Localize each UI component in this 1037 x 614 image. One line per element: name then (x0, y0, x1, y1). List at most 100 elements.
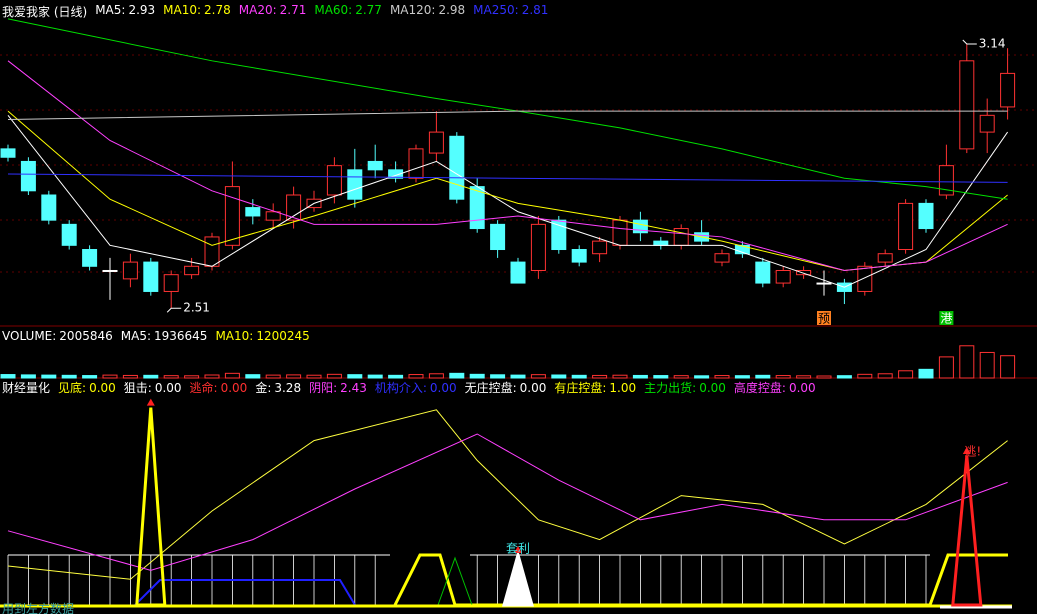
legend-value: 2.78 (204, 3, 231, 17)
signal-spike (135, 407, 167, 607)
legend-name: MA20: (238, 3, 277, 17)
volume-bar (41, 374, 57, 379)
tag-label: 港 (940, 312, 952, 326)
header-value: 0.00 (699, 381, 726, 395)
candle-body (796, 269, 812, 276)
volume-bar (61, 374, 77, 379)
candle-body (673, 228, 689, 246)
header-item: MA5: 1936645 (121, 329, 208, 343)
candle-body (755, 261, 771, 284)
volume-bar (653, 375, 669, 379)
candle-body (102, 269, 118, 272)
header-item: 逃命: 0.00 (190, 379, 248, 396)
signal-spike (951, 455, 983, 607)
candle-body (959, 60, 975, 150)
legend-value: 2.77 (355, 3, 382, 17)
header-name: 金: (255, 381, 272, 395)
chart-title: 我爱我家 (日线) (2, 5, 88, 19)
header-name: 有庄控盘: (554, 381, 607, 395)
volume-bar (1000, 355, 1016, 379)
header-value: 0.00 (89, 381, 116, 395)
candle-body (653, 240, 669, 246)
tag-box (817, 311, 831, 325)
annotation-label: 2.51 (183, 301, 210, 315)
candle-body (979, 114, 995, 133)
volume-bar (428, 373, 444, 379)
annotation-label: 3.14 (979, 37, 1006, 51)
volume-bar (347, 374, 363, 379)
indicator-line (7, 433, 1008, 571)
signal-arrow (962, 447, 971, 454)
volume-bar (408, 374, 424, 379)
volume-bar (510, 374, 526, 379)
candle-body (122, 261, 138, 280)
header-item: MA10: 1200245 (215, 329, 309, 343)
legend-name: MA120: (389, 3, 436, 17)
header-value: 2.43 (340, 381, 367, 395)
candle-body (571, 249, 587, 263)
volume-bar (592, 374, 608, 379)
header-value: 1200245 (256, 329, 310, 343)
header-name: VOLUME: (2, 329, 57, 343)
candle-body (938, 165, 954, 196)
header-value: 2005846 (59, 329, 113, 343)
volume-bar (184, 375, 200, 379)
volume-bar (796, 375, 812, 379)
header-name: MA5: (120, 329, 151, 343)
header-item: 金: 3.28 (255, 379, 301, 396)
legend-value: 2.81 (521, 3, 549, 17)
volume-bar (530, 374, 546, 379)
candle-body (82, 249, 98, 267)
volume-bar (0, 374, 16, 379)
volume-bar (388, 374, 404, 379)
volume-bar (694, 375, 710, 379)
candle-body (592, 240, 608, 255)
candle-body (490, 223, 506, 251)
header-name: 机构介入: (374, 381, 427, 395)
legend-item: MA60: 2.77 (314, 3, 382, 20)
volume-bar (571, 374, 587, 379)
volume-bar (714, 375, 730, 379)
candle-body (857, 265, 873, 292)
annotation-pointer (962, 39, 977, 45)
candle-body (1000, 72, 1016, 108)
header-value: 0.00 (220, 381, 248, 395)
tag-box (939, 311, 954, 325)
legend-name: MA10: (163, 3, 202, 17)
volume-bar (102, 374, 118, 379)
volume-bar (306, 374, 322, 379)
candle-body (326, 165, 342, 196)
header-name: 逃命: (189, 381, 218, 395)
volume-bar (673, 375, 689, 379)
legend-name: MA250: (473, 3, 519, 17)
volume-bar (918, 368, 934, 379)
volume-bar (286, 374, 302, 379)
candle-body (41, 194, 57, 221)
header-item: 见底: 0.00 (58, 379, 116, 396)
header-item: 有庄控盘: 1.00 (554, 379, 636, 396)
candle-body (61, 223, 77, 246)
header-name: 无庄控盘: (464, 381, 517, 395)
candle-body (877, 253, 893, 263)
volume-bar (122, 374, 138, 379)
candle-body (898, 202, 914, 251)
header-item: 机构介入: 0.00 (375, 379, 457, 396)
candle-body (408, 148, 424, 179)
legend-value: 2.71 (279, 3, 307, 17)
ma-line (7, 60, 1008, 271)
candle-body (0, 148, 16, 158)
ma-line (7, 18, 1008, 200)
candle-body (245, 207, 261, 217)
volume-bar (82, 375, 98, 379)
annotation-pointer (166, 307, 182, 313)
volume-bar (551, 374, 567, 379)
volume-bar (224, 372, 240, 379)
header-value: 1936645 (154, 329, 208, 343)
header-name: 狙击: (123, 381, 152, 395)
volume-bar (163, 375, 179, 379)
candle-body (347, 169, 363, 200)
volume-header: VOLUME: 2005846 MA5: 1936645 MA10: 1200245 (2, 329, 310, 343)
signal-arrow (514, 546, 522, 553)
header-item: 狙击: 0.00 (124, 379, 182, 396)
